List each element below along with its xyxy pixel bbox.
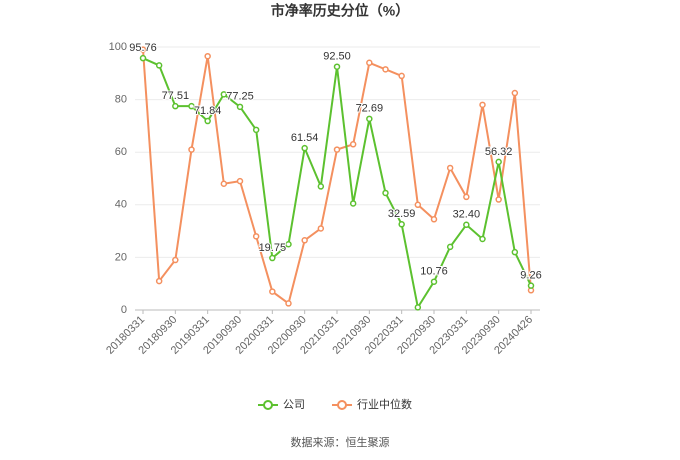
point — [172, 102, 179, 110]
point — [236, 103, 244, 111]
point — [220, 91, 228, 98]
point — [204, 117, 211, 125]
value-label: 61.54 — [291, 132, 319, 144]
y-tick-label: 100 — [109, 41, 127, 53]
point — [446, 243, 454, 251]
point — [430, 216, 438, 223]
y-tick-label: 40 — [115, 199, 127, 211]
point — [333, 146, 341, 153]
point — [382, 66, 389, 73]
point — [139, 46, 147, 53]
point — [495, 158, 502, 166]
legend-item: 行业中位数 — [332, 397, 412, 411]
point — [366, 115, 373, 123]
point — [301, 237, 308, 244]
point — [252, 233, 260, 240]
value-label: 92.50 — [323, 51, 351, 63]
value-label: 32.40 — [453, 209, 481, 221]
point — [269, 254, 276, 262]
point — [511, 248, 519, 256]
legend-item: 公司 — [258, 399, 305, 411]
point — [269, 288, 276, 295]
point — [349, 200, 357, 207]
y-tick-label: 80 — [115, 94, 127, 106]
point — [366, 59, 373, 67]
point — [204, 52, 211, 60]
value-label: 56.32 — [485, 146, 513, 158]
point — [527, 282, 535, 289]
point — [220, 180, 228, 188]
value-label: 9.26 — [520, 270, 541, 282]
point — [414, 304, 422, 311]
point — [446, 164, 454, 172]
point — [479, 235, 486, 243]
point — [430, 278, 438, 285]
point — [139, 54, 147, 62]
y-tick-label: 0 — [121, 304, 127, 316]
point — [495, 196, 502, 203]
point — [463, 221, 470, 229]
point — [479, 101, 486, 109]
point — [463, 193, 470, 201]
point — [317, 183, 325, 190]
point — [317, 225, 325, 232]
chart-title: 市净率历史分位（%） — [271, 3, 409, 19]
point — [398, 221, 405, 228]
point — [511, 89, 519, 97]
point — [398, 72, 405, 80]
value-label: 19.75 — [259, 242, 287, 254]
legend-label: 行业中位数 — [357, 397, 412, 411]
point — [188, 102, 195, 110]
source-note: 数据来源：恒生聚源 — [291, 435, 390, 449]
point — [285, 300, 292, 307]
value-label: 10.76 — [420, 266, 448, 278]
y-tick-label: 60 — [115, 146, 127, 158]
legend-label: 公司 — [283, 399, 305, 411]
value-label: 95.76 — [129, 42, 157, 54]
point — [349, 141, 357, 148]
y-tick-label: 20 — [115, 251, 127, 263]
value-label: 72.69 — [356, 103, 384, 115]
point — [414, 201, 422, 209]
value-label: 71.84 — [194, 105, 222, 117]
value-label: 32.59 — [388, 208, 416, 220]
series-line — [142, 49, 532, 306]
point — [236, 177, 244, 185]
point — [188, 146, 195, 153]
value-label: 77.51 — [162, 90, 190, 102]
point — [252, 126, 260, 134]
legend-marker — [263, 400, 273, 410]
value-label: 77.25 — [226, 91, 254, 103]
legend-marker — [337, 400, 347, 410]
point — [155, 277, 163, 285]
point — [382, 189, 389, 197]
point — [333, 63, 341, 70]
point — [155, 62, 163, 69]
point — [172, 256, 179, 264]
point — [301, 144, 308, 152]
point — [285, 241, 292, 248]
